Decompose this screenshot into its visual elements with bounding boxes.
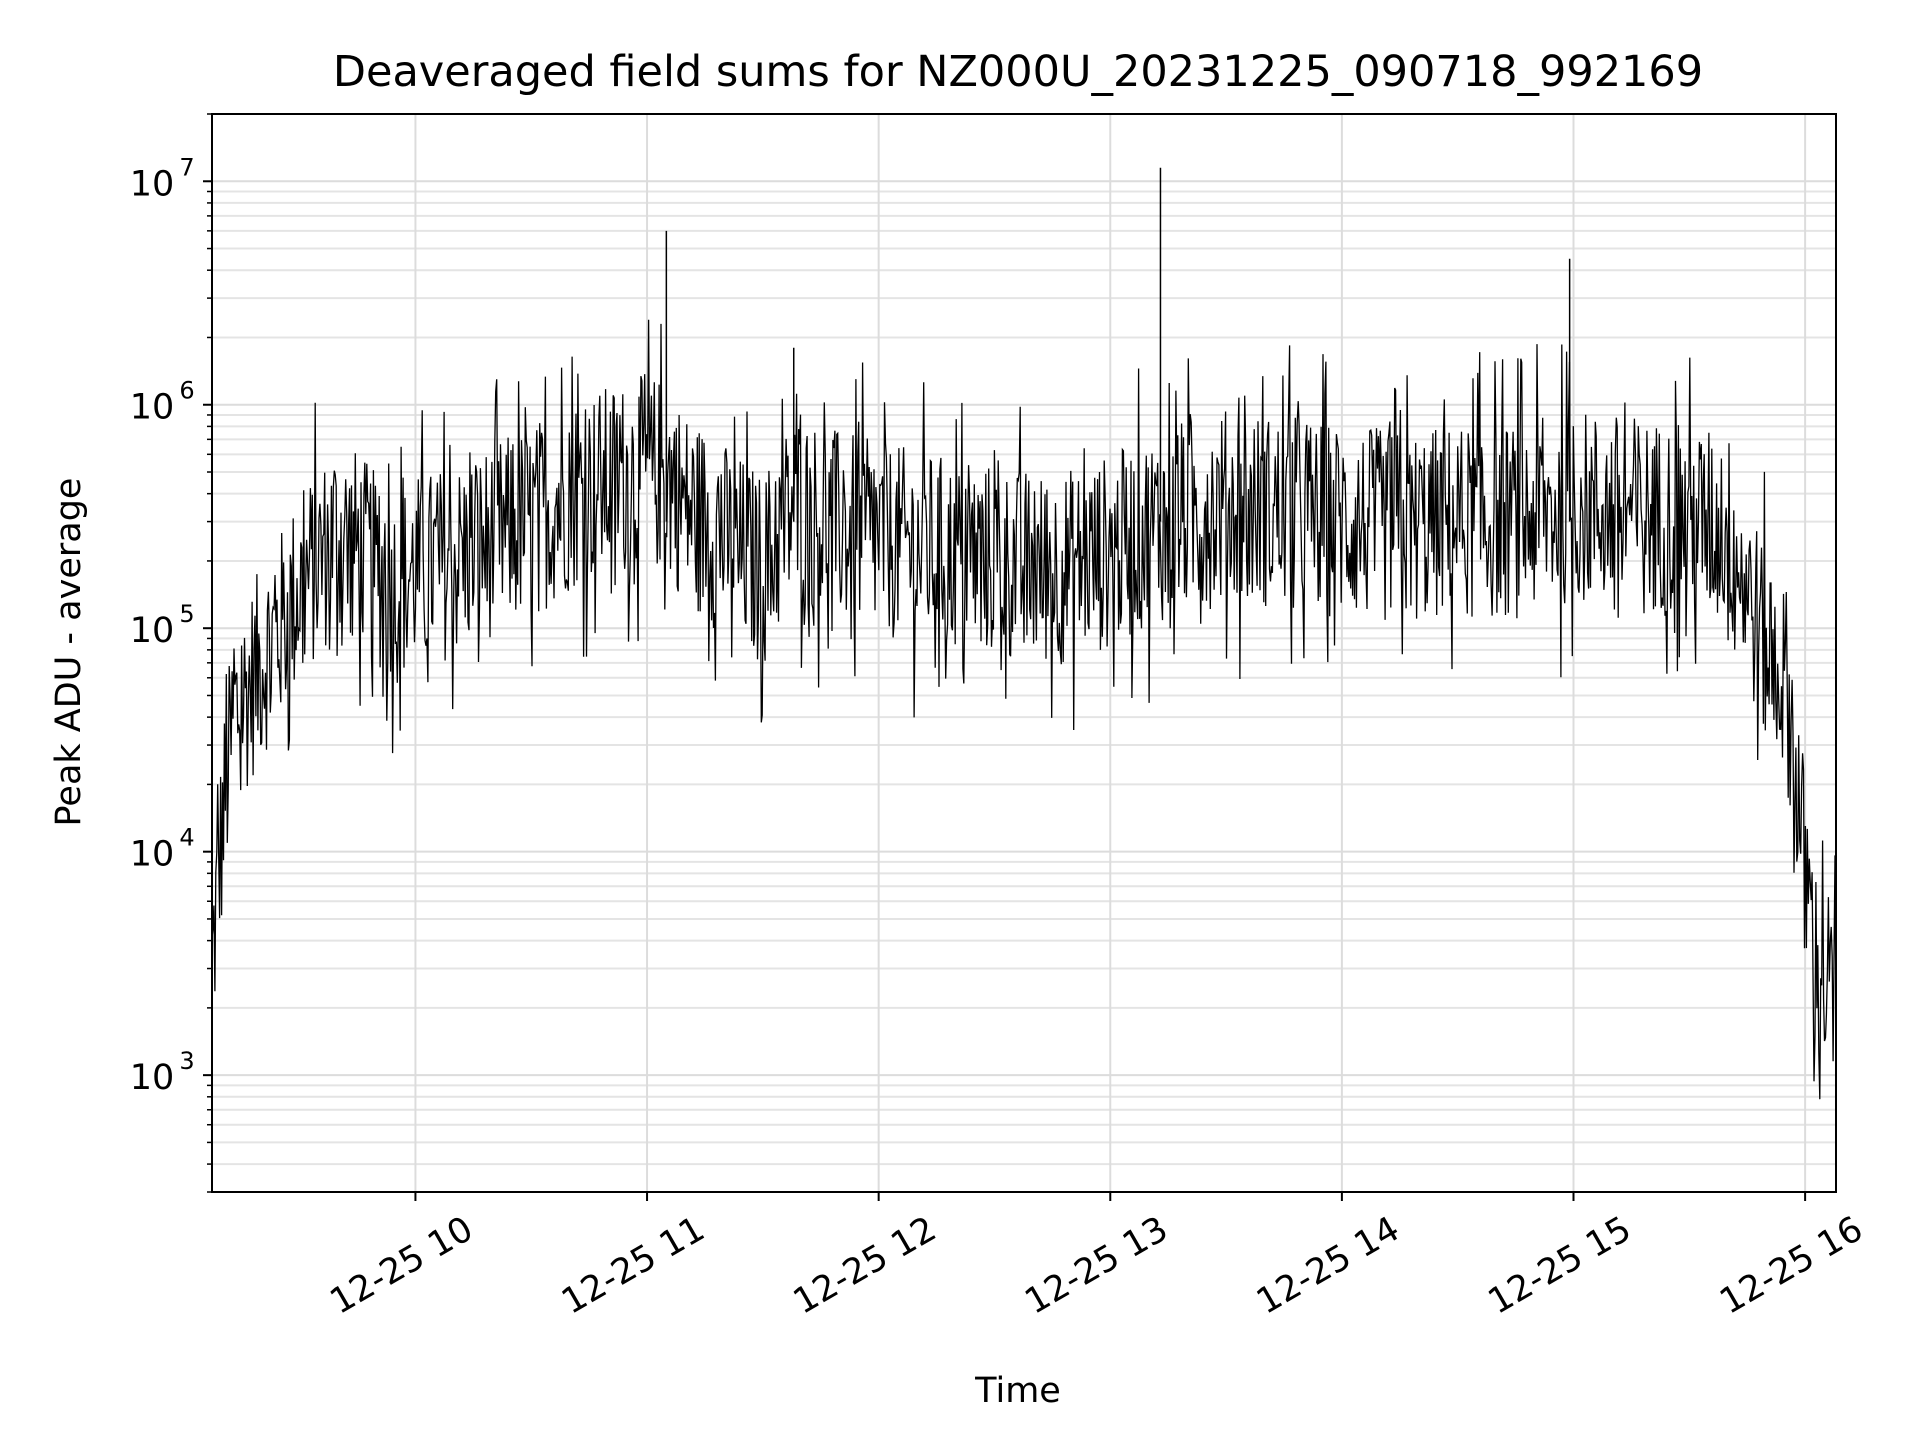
y-axis-label: Peak ADU - average <box>49 478 89 827</box>
y-tick-label: 10 <box>130 611 175 651</box>
axes-frame <box>211 113 1837 1193</box>
y-tick-label: 10 <box>130 388 175 428</box>
y-tick-exponent: 4 <box>179 824 194 852</box>
y-tick-exponent: 3 <box>179 1047 194 1075</box>
grid <box>212 113 1836 1193</box>
y-tick-exponent: 5 <box>179 600 194 628</box>
y-tick-label: 10 <box>130 164 175 204</box>
series-line <box>211 167 1837 1100</box>
y-tick-exponent: 6 <box>179 377 194 405</box>
y-tick-label: 10 <box>130 1058 175 1098</box>
x-axis-label: Time <box>974 1371 1061 1411</box>
series-line-path <box>211 319 1837 1100</box>
y-tick-label: 10 <box>130 835 175 875</box>
y-tick-exponent: 7 <box>179 153 194 181</box>
chart-title: Deaveraged field sums for NZ000U_2023122… <box>333 47 1703 97</box>
